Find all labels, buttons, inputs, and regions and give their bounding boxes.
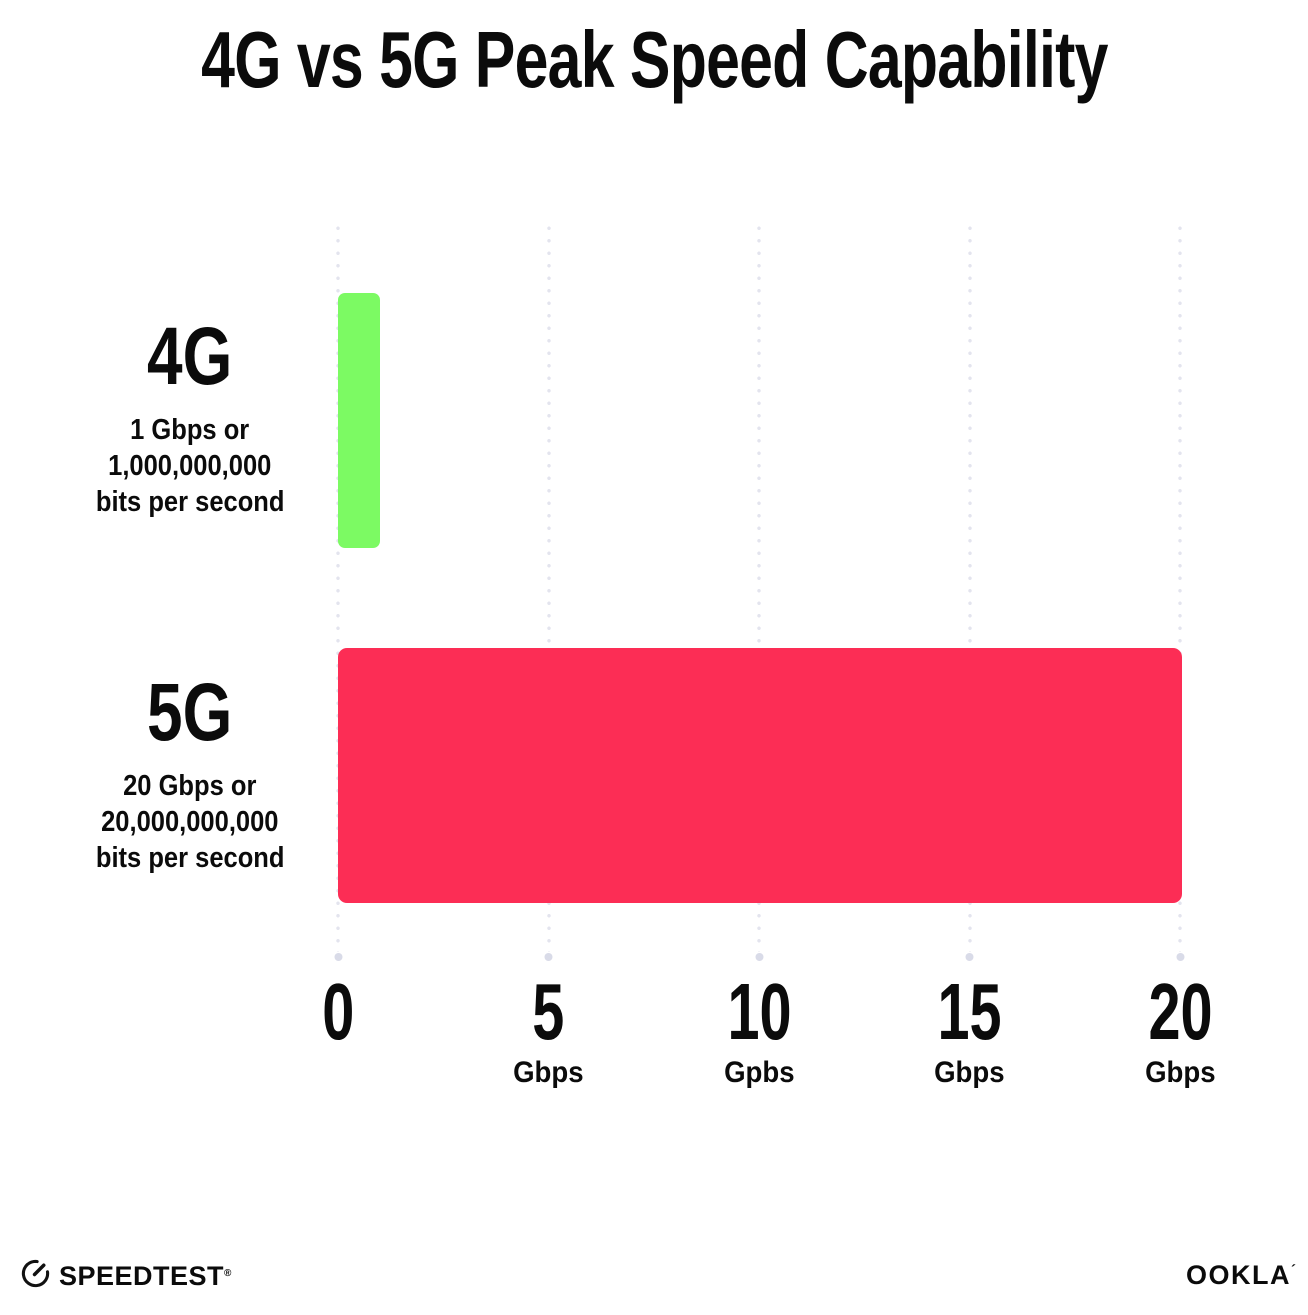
row-sub-4g-line3: bits per second xyxy=(95,486,285,518)
gridline-0 xyxy=(335,222,341,952)
row-sub-4g-line1: 1 Gbps or xyxy=(130,414,250,446)
x-tick-0-number: 0 xyxy=(321,967,355,1056)
x-axis: 0 5 Gbps 10 Gpbs 15 Gbps 20 Gbps xyxy=(0,972,1308,1102)
x-tick-15-unit: Gbps xyxy=(934,1056,1005,1089)
row-sub-5g-line1: 20 Gbps or xyxy=(123,770,257,802)
registered-trademark-mark: ® xyxy=(224,1268,232,1279)
x-tick-5: 5 Gbps xyxy=(439,972,659,1090)
x-tick-10-unit: Gpbs xyxy=(723,1056,795,1089)
x-tick-20: 20 Gbps xyxy=(1070,972,1290,1090)
ookla-trademark-mark: ´ xyxy=(1291,1262,1296,1279)
x-tick-15: 15 Gbps xyxy=(860,972,1080,1090)
x-tick-5-unit: Gbps xyxy=(513,1056,584,1089)
x-tick-20-number: 20 xyxy=(1147,967,1213,1056)
row-sub-4g: 1 Gbps or 1,000,000,000 bits per second xyxy=(30,412,350,520)
page-title-text: 4G vs 5G Peak Speed Capability xyxy=(200,15,1108,104)
gridline-10 xyxy=(756,222,762,952)
row-sub-5g-line3: bits per second xyxy=(95,842,285,874)
x-tick-5-number: 5 xyxy=(532,967,565,1056)
gridline-5 xyxy=(546,222,551,952)
bar-5g xyxy=(338,648,1182,903)
speedtest-wordmark: SPEEDTEST® xyxy=(59,1261,232,1291)
page-title: 4G vs 5G Peak Speed Capability xyxy=(0,14,1308,106)
speedtest-gauge-icon xyxy=(20,1258,51,1294)
footer: SPEEDTEST® OOKLA´ xyxy=(0,1254,1308,1298)
row-sub-5g-line2: 20,000,000,000 xyxy=(101,806,279,838)
row-sub-5g: 20 Gbps or 20,000,000,000 bits per secon… xyxy=(30,768,350,876)
row-label-4g: 4G 1 Gbps or 1,000,000,000 bits per seco… xyxy=(30,316,350,520)
gridline-15 xyxy=(967,222,972,952)
x-tick-10-number: 10 xyxy=(726,967,792,1056)
row-label-5g: 5G 20 Gbps or 20,000,000,000 bits per se… xyxy=(30,672,350,876)
ookla-wordmark: OOKLA xyxy=(1186,1260,1291,1290)
ookla-logo: OOKLA´ xyxy=(1186,1260,1296,1290)
speedtest-logo: SPEEDTEST® xyxy=(20,1258,232,1294)
category-label-4g: 4G xyxy=(147,311,233,402)
category-label-5g: 5G xyxy=(147,667,233,758)
gridline-20 xyxy=(1177,222,1183,952)
x-tick-15-number: 15 xyxy=(937,967,1002,1056)
row-sub-4g-line2: 1,000,000,000 xyxy=(108,450,272,482)
bar-4g xyxy=(338,293,380,548)
x-tick-20-unit: Gbps xyxy=(1144,1056,1216,1089)
x-tick-10: 10 Gpbs xyxy=(649,972,869,1090)
x-tick-0: 0 xyxy=(228,972,448,1090)
